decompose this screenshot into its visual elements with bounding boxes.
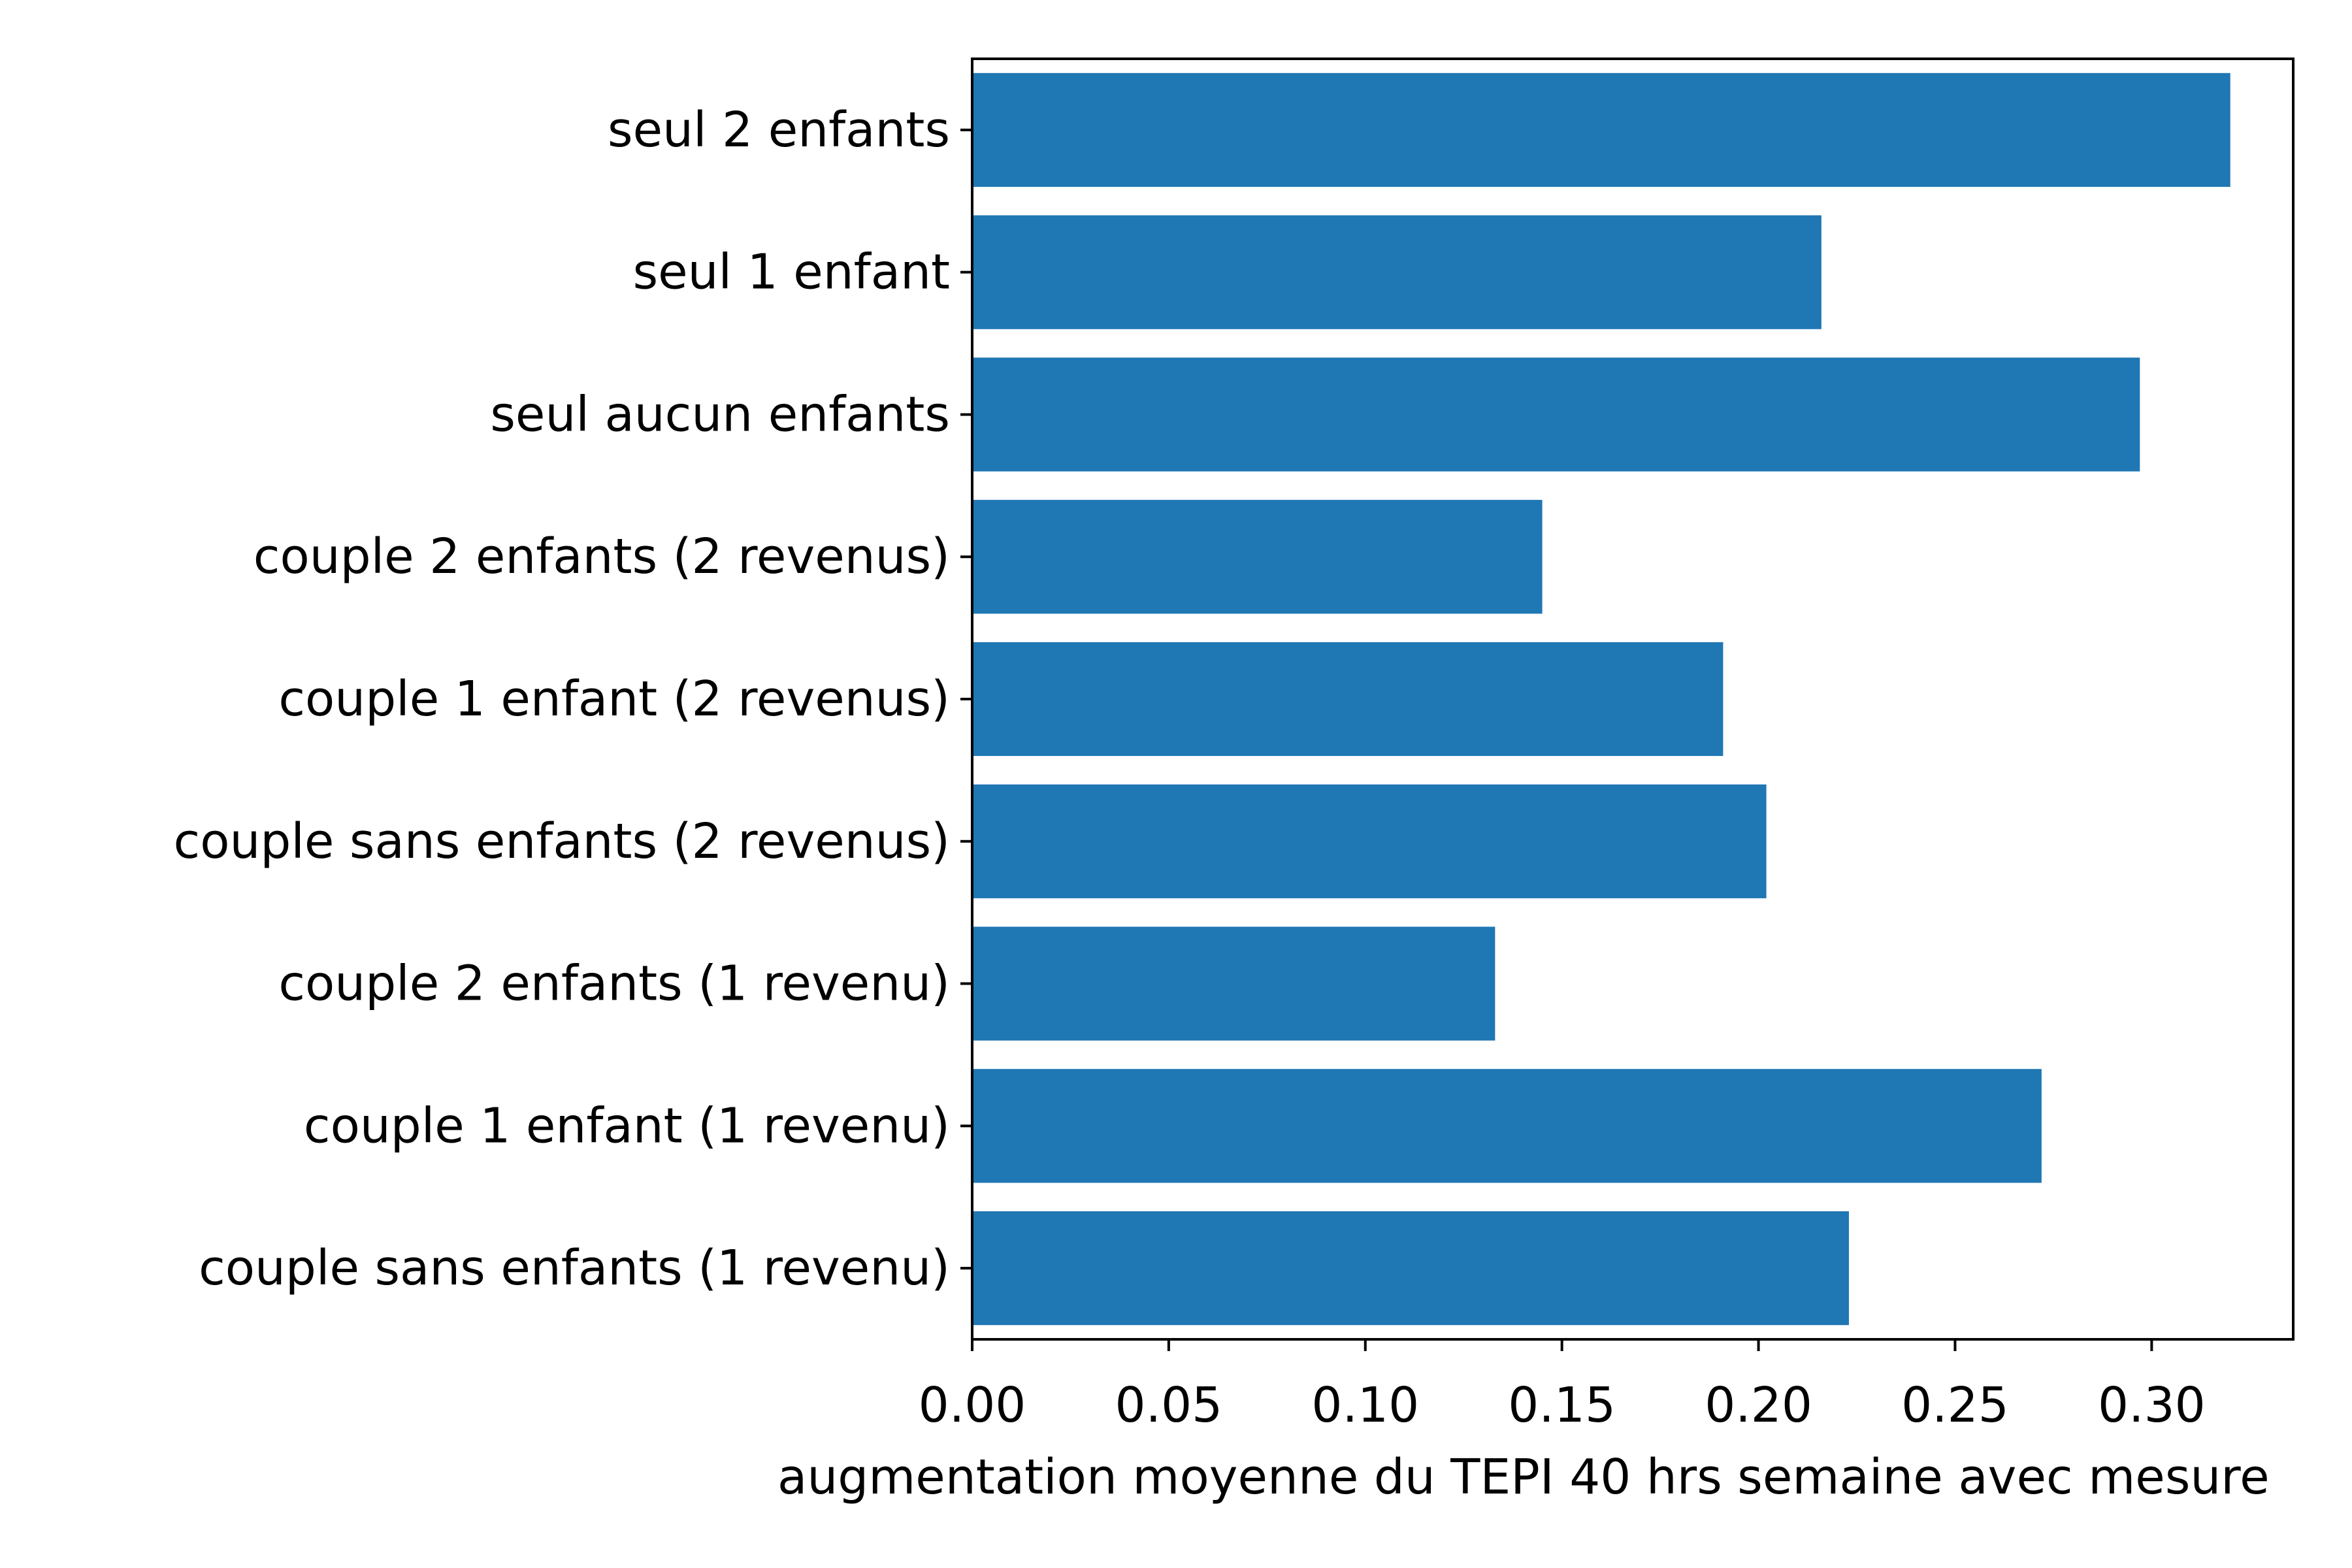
x-axis-label: augmentation moyenne du TEPI 40 hrs sema… (777, 1449, 2270, 1505)
bars-group (972, 73, 2230, 1326)
bar (972, 1069, 2042, 1183)
y-axis-ticks: seul 2 enfants seul 1 enfant seul aucun en… (174, 102, 972, 1296)
bar (972, 73, 2230, 188)
y-tick-label: couple 1 enfant (1 revenu) (304, 1098, 950, 1154)
y-tick-label: couple 2 enfants (1 revenu) (278, 956, 950, 1012)
bar (972, 926, 1495, 1041)
x-tick-label: 0.25 (1901, 1377, 2009, 1433)
x-tick-label: 0.05 (1115, 1377, 1223, 1433)
y-tick-label: couple sans enfants (2 revenus) (174, 813, 950, 870)
bar (972, 357, 2140, 472)
y-tick-label: couple 2 enfants (2 revenus) (253, 529, 950, 585)
y-tick-label: couple sans enfants (1 revenu) (199, 1240, 950, 1296)
y-tick-label: couple 1 enfant (2 revenus) (278, 671, 950, 727)
bar (972, 642, 1723, 757)
y-tick-label: seul 1 enfant (633, 244, 950, 301)
y-tick-label: seul aucun enfants (490, 386, 950, 442)
x-axis-ticks: 0.00 0.05 0.10 0.15 0.20 0.25 0.30 (919, 1339, 2206, 1433)
x-tick-label: 0.00 (919, 1377, 1026, 1433)
plot-frame (971, 57, 2295, 1341)
x-tick-label: 0.10 (1311, 1377, 1419, 1433)
x-tick-label: 0.15 (1508, 1377, 1616, 1433)
bar (972, 1211, 1849, 1326)
bar (972, 215, 1821, 329)
x-tick-label: 0.30 (2098, 1377, 2206, 1433)
bar (972, 784, 1767, 898)
x-tick-label: 0.20 (1705, 1377, 1812, 1433)
y-tick-label: seul 2 enfants (608, 102, 950, 158)
bar (972, 500, 1543, 614)
